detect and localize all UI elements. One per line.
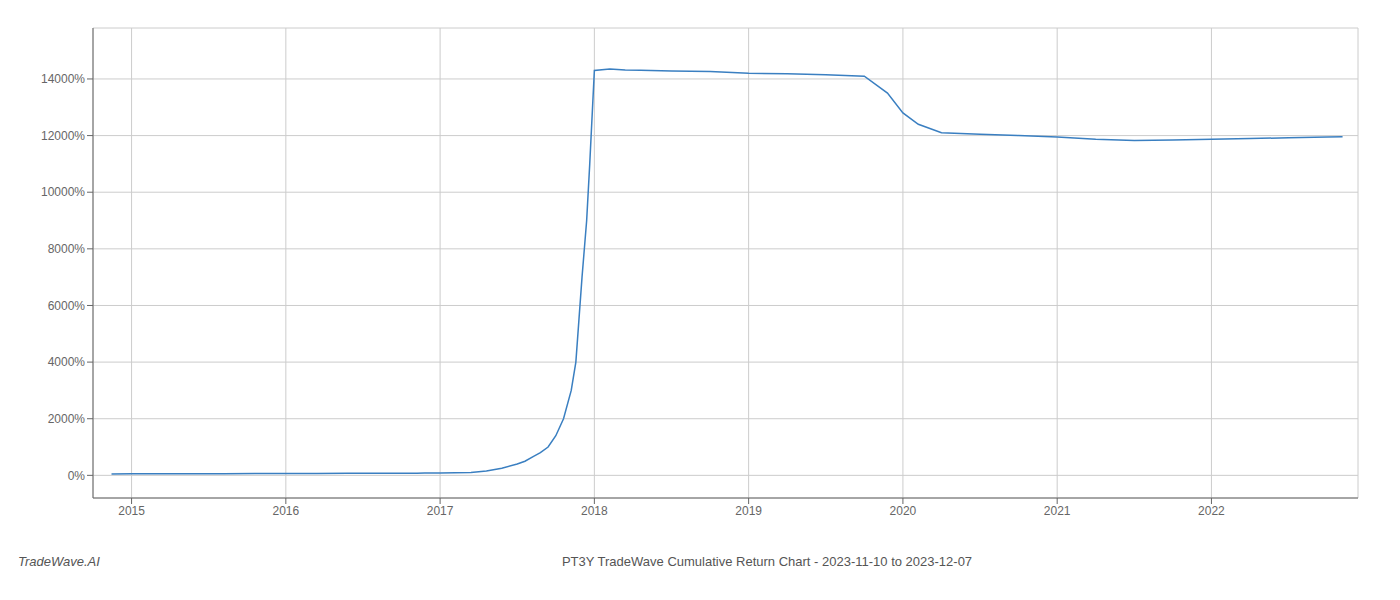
svg-text:2000%: 2000% <box>48 412 86 426</box>
svg-text:2017: 2017 <box>427 504 454 518</box>
svg-text:0%: 0% <box>68 469 86 483</box>
svg-text:8000%: 8000% <box>48 242 86 256</box>
html-text:PT3Y TradeWave Cumulative Retu: PT3Y TradeWave Cumulative Return Chart -… <box>561 554 973 569</box>
svg-text:12000%: 12000% <box>41 129 85 143</box>
svg-text:14000%: 14000% <box>41 72 85 86</box>
svg-text:2016: 2016 <box>272 504 299 518</box>
svg-text:2020: 2020 <box>890 504 917 518</box>
svg-text:6000%: 6000% <box>48 299 86 313</box>
svg-text:2022: 2022 <box>1198 504 1225 518</box>
svg-text:2018: 2018 <box>581 504 608 518</box>
svg-text:10000%: 10000% <box>41 185 85 199</box>
svg-text:4000%: 4000% <box>48 355 86 369</box>
html-text:TradeWave.AI: TradeWave.AI <box>18 554 100 569</box>
svg-text:2021: 2021 <box>1044 504 1071 518</box>
svg-text:2019: 2019 <box>735 504 762 518</box>
svg-text:2015: 2015 <box>118 504 145 518</box>
